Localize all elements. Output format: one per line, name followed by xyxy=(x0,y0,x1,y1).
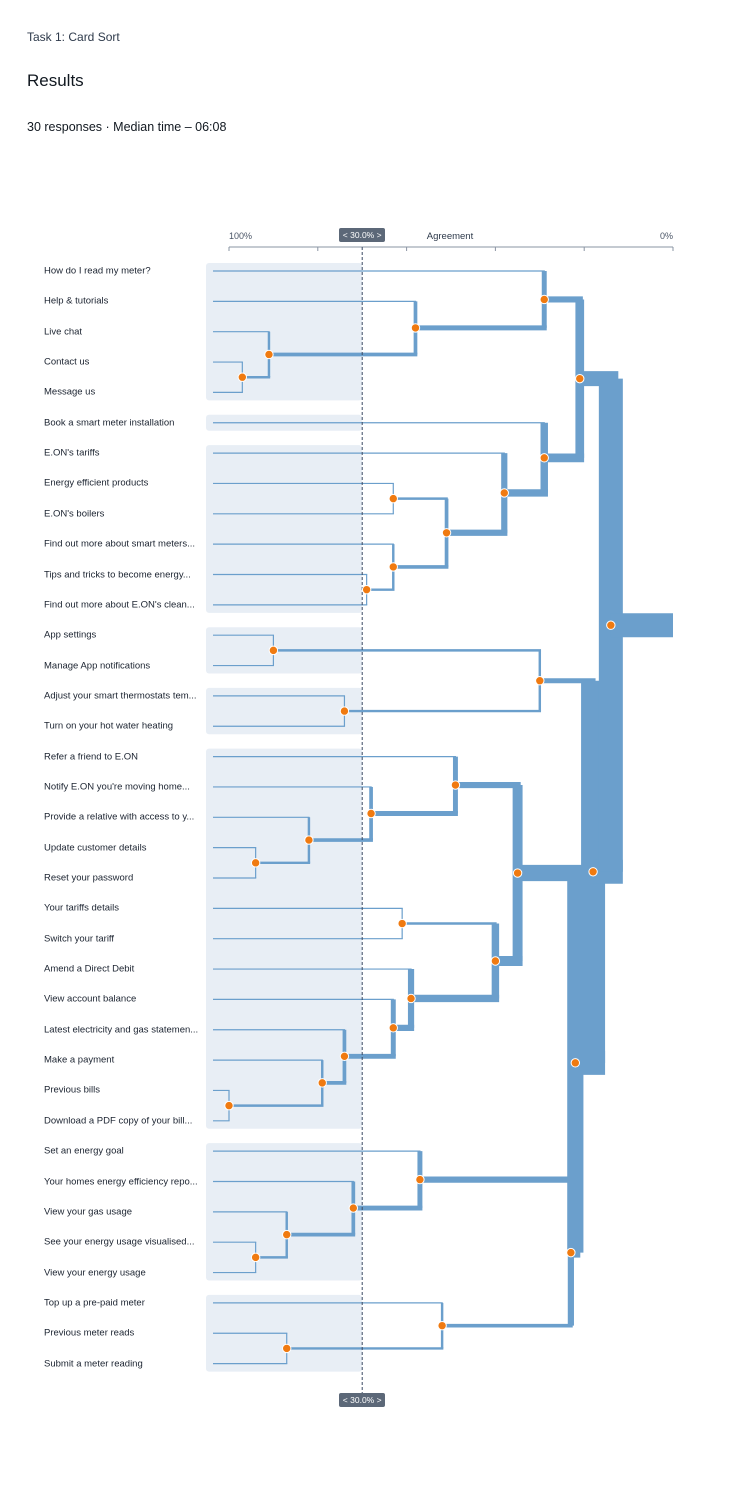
merge-node[interactable] xyxy=(441,528,452,538)
merge-node[interactable] xyxy=(317,1078,327,1088)
axis-left-label: 100% xyxy=(229,231,252,241)
threshold-value: < 30.0% > xyxy=(342,230,382,240)
agreement-axis: 100% 0% Agreement xyxy=(228,231,674,251)
results-heading: Results xyxy=(27,71,84,90)
cluster-background xyxy=(206,445,363,613)
card-label: App settings xyxy=(44,629,97,641)
threshold-handle-top[interactable]: < 30.0% > xyxy=(339,228,386,242)
merge-node[interactable] xyxy=(397,918,407,929)
merge-node[interactable] xyxy=(348,1203,359,1213)
card-label: Top up a pre-paid meter xyxy=(44,1297,145,1309)
card-label: Message us xyxy=(44,386,96,398)
card-label: Notify E.ON you're moving home... xyxy=(44,781,190,793)
card-label: Submit a meter reading xyxy=(44,1358,143,1370)
merge-node[interactable] xyxy=(570,1058,581,1068)
card-label: Your homes energy efficiency repo... xyxy=(44,1176,198,1187)
axis-right-label: 0% xyxy=(660,231,673,241)
merge-node[interactable] xyxy=(366,808,376,819)
card-label: View your energy usage xyxy=(44,1267,146,1279)
merge-node[interactable] xyxy=(512,868,523,878)
merge-node[interactable] xyxy=(282,1229,292,1240)
card-label: Manage App notifications xyxy=(44,660,151,672)
response-summary: 30 responses · Median time – 06:08 xyxy=(27,120,227,134)
merge-node[interactable] xyxy=(450,780,461,790)
card-label: Energy efficient products xyxy=(44,477,149,489)
axis-title: Agreement xyxy=(427,231,474,242)
card-label: Provide a relative with access to y... xyxy=(44,811,195,823)
card-label: Your tariffs details xyxy=(44,902,119,914)
merge-node[interactable] xyxy=(224,1100,234,1111)
card-label: Amend a Direct Debit xyxy=(44,963,135,975)
card-label: See your energy usage visualised... xyxy=(44,1236,195,1248)
card-label: Help & tutorials xyxy=(44,295,109,307)
card-label: E.ON's tariffs xyxy=(44,447,100,459)
card-label: Download a PDF copy of your bill... xyxy=(44,1115,193,1127)
card-label: Live chat xyxy=(44,326,83,338)
merge-node[interactable] xyxy=(539,453,549,463)
merge-node[interactable] xyxy=(237,372,248,382)
merge-node[interactable] xyxy=(406,993,416,1004)
card-label: E.ON's boilers xyxy=(44,508,105,520)
cluster-background xyxy=(206,263,363,401)
card-label: Latest electricity and gas statemen... xyxy=(44,1024,199,1036)
threshold-value: < 30.0% > xyxy=(342,1395,382,1405)
card-label: Adjust your smart thermostats tem... xyxy=(44,690,197,702)
merge-node[interactable] xyxy=(535,676,545,686)
threshold-handle-bottom[interactable]: < 30.0% > xyxy=(339,1393,386,1407)
merge-node[interactable] xyxy=(606,620,616,630)
merge-node[interactable] xyxy=(499,488,509,498)
card-label: Book a smart meter installation xyxy=(44,417,175,429)
merge-node[interactable] xyxy=(588,867,598,877)
merge-node[interactable] xyxy=(566,1247,576,1258)
merge-node[interactable] xyxy=(339,706,350,716)
card-label: Make a payment xyxy=(44,1054,115,1066)
merge-nodes xyxy=(224,294,616,1354)
merge-node[interactable] xyxy=(250,858,261,868)
merge-node[interactable] xyxy=(388,493,398,504)
card-label: Previous bills xyxy=(44,1084,100,1096)
merge-node[interactable] xyxy=(575,373,585,384)
merge-node[interactable] xyxy=(264,349,274,360)
merge-node[interactable] xyxy=(250,1252,261,1263)
merge-node[interactable] xyxy=(361,584,372,595)
card-label: Previous meter reads xyxy=(44,1327,135,1339)
card-label: Tips and tricks to become energy... xyxy=(44,569,191,580)
card-label: How do I read my meter? xyxy=(44,265,151,277)
merge-node[interactable] xyxy=(490,956,501,966)
card-label: Contact us xyxy=(44,356,90,368)
card-label: View your gas usage xyxy=(44,1206,133,1218)
merge-node[interactable] xyxy=(437,1320,447,1331)
card-label: Refer a friend to E.ON xyxy=(44,751,138,763)
card-label: Turn on your hot water heating xyxy=(44,720,174,732)
card-label: Update customer details xyxy=(44,842,147,854)
merge-node[interactable] xyxy=(388,562,398,572)
task-title: Task 1: Card Sort xyxy=(27,30,120,44)
merge-node[interactable] xyxy=(410,323,421,333)
card-label: Find out more about smart meters... xyxy=(44,538,196,550)
merge-node[interactable] xyxy=(268,645,279,656)
card-label: Find out more about E.ON's clean... xyxy=(44,599,195,611)
cluster-background xyxy=(206,687,363,735)
merge-node[interactable] xyxy=(539,294,549,305)
merge-node[interactable] xyxy=(415,1174,425,1185)
merge-node[interactable] xyxy=(304,835,314,845)
card-label: Switch your tariff xyxy=(44,933,115,945)
merge-node[interactable] xyxy=(282,1343,292,1354)
merge-node[interactable] xyxy=(388,1023,398,1033)
card-label: Set an energy goal xyxy=(44,1145,124,1157)
card-label: View account balance xyxy=(44,993,137,1005)
merge-node[interactable] xyxy=(339,1051,350,1062)
card-label: Reset your password xyxy=(44,872,134,884)
